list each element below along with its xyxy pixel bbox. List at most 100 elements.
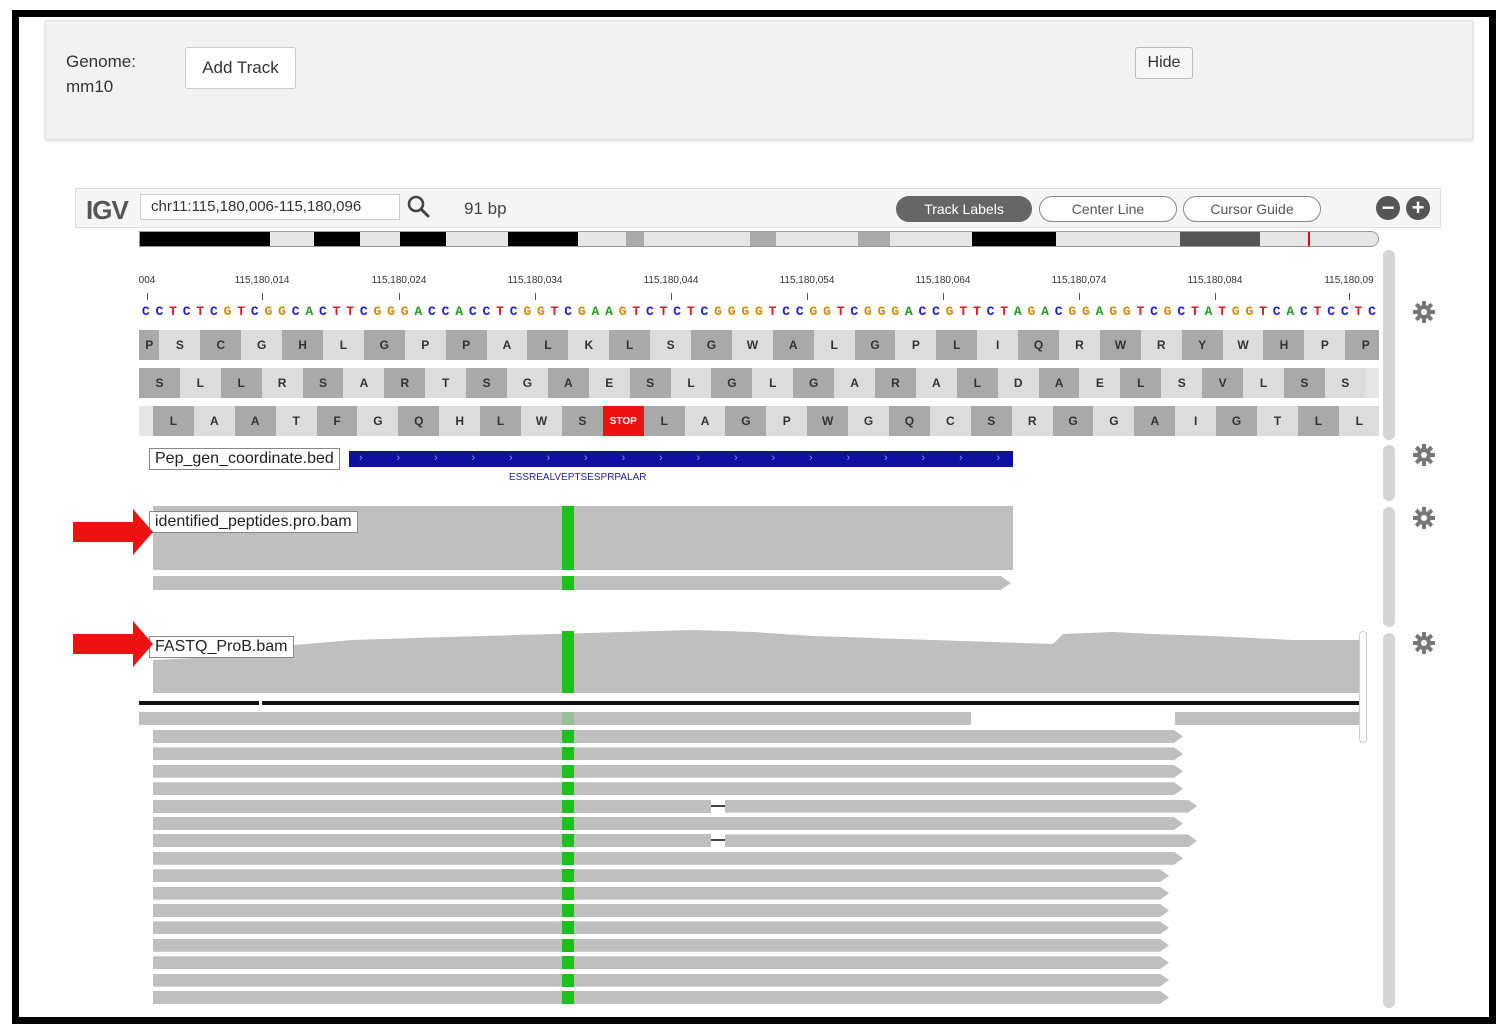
ruler-tick-label: 115,180,054 bbox=[779, 275, 835, 286]
read-deletion-gap bbox=[711, 839, 725, 842]
ruler-tick-mark bbox=[147, 293, 148, 300]
strand-chevron: › bbox=[996, 452, 1001, 464]
zoom-in-icon[interactable]: + bbox=[1406, 196, 1430, 220]
figure-frame: Genome: mm10 Add Track Hide IGV chr11:11… bbox=[12, 10, 1496, 1024]
read-variant-base bbox=[562, 764, 574, 778]
alignment-read[interactable] bbox=[153, 730, 1183, 743]
alignment-read[interactable] bbox=[153, 921, 1169, 934]
track-scroll-panel[interactable] bbox=[1383, 250, 1395, 440]
amino-acid: E bbox=[1079, 368, 1121, 398]
base: G bbox=[1068, 304, 1077, 319]
hide-button[interactable]: Hide bbox=[1135, 47, 1193, 79]
amino-acid: L bbox=[527, 330, 569, 360]
track-labels-toggle[interactable]: Track Labels bbox=[896, 196, 1032, 222]
peptide-read[interactable] bbox=[153, 576, 1011, 590]
strand-chevron: › bbox=[884, 452, 888, 464]
alignment-read[interactable] bbox=[153, 904, 1169, 917]
genome-info: Genome: mm10 bbox=[66, 49, 136, 99]
base: C bbox=[795, 304, 804, 319]
gear-icon[interactable] bbox=[1412, 506, 1436, 530]
amino-acid: L bbox=[1243, 368, 1284, 398]
igv-navbar: IGV chr11:115,180,006-115,180,096 91 bp … bbox=[75, 188, 1441, 228]
fastq-track-panel[interactable] bbox=[1383, 633, 1395, 1008]
peptide-track-panel[interactable] bbox=[1383, 507, 1395, 627]
amino-acid: A bbox=[915, 368, 957, 398]
ruler-tick-label: 115,180,014 bbox=[234, 275, 290, 286]
alignment-read[interactable] bbox=[153, 799, 711, 813]
base: G bbox=[1082, 304, 1090, 319]
bed-track-panel[interactable] bbox=[1383, 445, 1395, 501]
base: C bbox=[1300, 304, 1308, 319]
alignment-read[interactable] bbox=[1175, 712, 1362, 725]
alignment-read[interactable] bbox=[725, 800, 1197, 813]
alignment-read[interactable] bbox=[153, 817, 1183, 830]
alignment-read[interactable] bbox=[153, 834, 711, 848]
ruler-tick-label: 004 bbox=[138, 275, 156, 286]
gear-icon[interactable] bbox=[1412, 631, 1436, 655]
amino-acid: G bbox=[793, 368, 835, 398]
translation-frame-3: L A A T F G Q H L W S STOP L A G P W G Q C S R G G A I G T L L bbox=[139, 406, 1379, 436]
base: C bbox=[1368, 304, 1376, 319]
base: T bbox=[1000, 304, 1009, 319]
base: T bbox=[1354, 304, 1363, 319]
search-icon[interactable] bbox=[407, 195, 431, 219]
ruler-tick-mark bbox=[399, 293, 400, 300]
alignment-read[interactable] bbox=[153, 939, 1169, 952]
ideogram-position-marker bbox=[1308, 232, 1310, 246]
base: A bbox=[605, 304, 613, 319]
amino-acid: Q bbox=[398, 406, 440, 436]
amino-acid: G bbox=[363, 330, 405, 360]
alignment-read[interactable] bbox=[153, 747, 1183, 760]
strand-chevron: › bbox=[396, 452, 401, 464]
alignment-read[interactable] bbox=[725, 834, 1197, 847]
amino-acid: R bbox=[384, 368, 426, 398]
amino-acid: L bbox=[956, 368, 998, 398]
cursor-guide-toggle[interactable]: Cursor Guide bbox=[1183, 196, 1321, 222]
base: A bbox=[1013, 304, 1022, 319]
amino-acid: P bbox=[1304, 330, 1346, 360]
amino-acid: A bbox=[193, 406, 235, 436]
strand-chevron: › bbox=[621, 452, 626, 464]
alignment-read[interactable] bbox=[153, 887, 1169, 900]
amino-acid: G bbox=[711, 368, 753, 398]
amino-acid: R bbox=[1059, 330, 1100, 360]
base: C bbox=[1272, 304, 1281, 319]
base: G bbox=[400, 304, 409, 319]
amino-acid: A bbox=[1038, 368, 1080, 398]
strand-chevron: › bbox=[846, 452, 851, 464]
locus-search-input[interactable]: chr11:115,180,006-115,180,096 bbox=[140, 194, 400, 220]
gear-icon[interactable] bbox=[1412, 443, 1436, 467]
base: G bbox=[727, 304, 736, 319]
alignment-read[interactable] bbox=[153, 765, 1183, 778]
base: C bbox=[700, 304, 709, 319]
alignment-read[interactable] bbox=[153, 991, 1169, 1004]
bed-feature[interactable]: › › › › › › › › › › › › › › › › › › bbox=[349, 451, 1013, 467]
amino-acid: G bbox=[1052, 406, 1094, 436]
read-variant-base bbox=[562, 904, 574, 917]
ruler-tick-mark bbox=[807, 293, 808, 300]
center-line-toggle[interactable]: Center Line bbox=[1039, 196, 1177, 222]
alignment-read[interactable] bbox=[153, 974, 1169, 987]
chromosome-ideogram[interactable] bbox=[139, 231, 1379, 247]
window-size-label: 91 bp bbox=[464, 199, 507, 218]
read-variant-base bbox=[562, 851, 574, 865]
add-track-button[interactable]: Add Track bbox=[185, 47, 296, 89]
base: G bbox=[1163, 304, 1172, 319]
ruler-tick-mark bbox=[535, 293, 536, 300]
strand-chevron: › bbox=[771, 452, 776, 464]
fastq-scrollbar[interactable] bbox=[1359, 631, 1367, 743]
zoom-out-icon[interactable]: − bbox=[1376, 196, 1400, 220]
gear-icon[interactable] bbox=[1412, 300, 1436, 324]
ruler-tick-mark bbox=[262, 293, 263, 300]
fastq-coverage-track[interactable] bbox=[153, 628, 1363, 693]
alignment-read[interactable] bbox=[153, 869, 1169, 882]
ruler-tick-label: 115,180,044 bbox=[643, 275, 699, 286]
strand-chevron: › bbox=[809, 452, 813, 464]
alignment-read[interactable] bbox=[153, 782, 1183, 795]
alignment-read[interactable] bbox=[139, 712, 971, 725]
alignment-read[interactable] bbox=[153, 852, 1183, 865]
alignment-read[interactable] bbox=[153, 956, 1169, 969]
base: T bbox=[196, 304, 205, 319]
base: T bbox=[237, 304, 246, 319]
